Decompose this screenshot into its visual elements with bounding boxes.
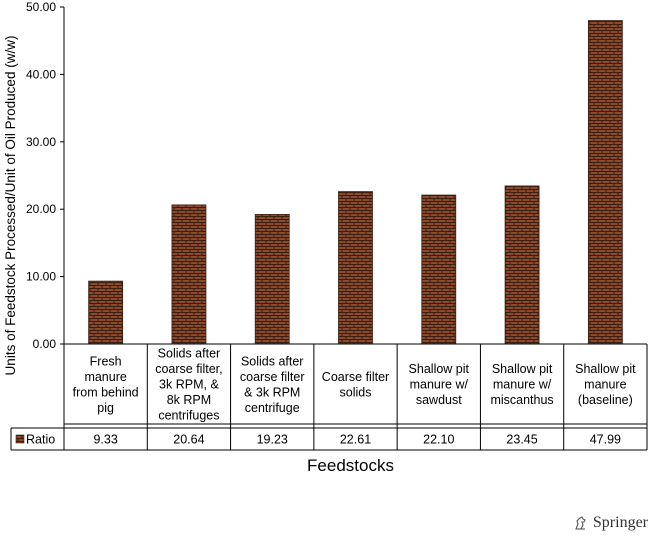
bar bbox=[504, 185, 540, 345]
category-label-line: Solids after bbox=[241, 354, 304, 368]
category-label-line: 8k RPM bbox=[167, 393, 211, 407]
category-label-line: solids bbox=[340, 385, 372, 399]
value-label: 20.64 bbox=[173, 433, 204, 447]
publisher-name: Springer bbox=[592, 514, 648, 531]
y-tick-label: 0.00 bbox=[33, 337, 57, 351]
y-axis: 0.00 10.00 20.00 30.00 40.00 50.00 bbox=[26, 0, 65, 351]
category-label-line: Shallow pit bbox=[409, 362, 470, 376]
value-label: 23.45 bbox=[506, 433, 537, 447]
value-label: 9.33 bbox=[93, 433, 117, 447]
y-tick-label: 20.00 bbox=[26, 202, 56, 216]
x-axis-label: Feedstocks bbox=[307, 456, 394, 475]
category-label: Shallow pit manure w/miscanthus bbox=[490, 362, 553, 407]
category-label-line: coarse filter bbox=[240, 370, 305, 384]
category-label-line: miscanthus bbox=[490, 393, 553, 407]
category-label-line: Solids after bbox=[158, 347, 221, 361]
bar bbox=[88, 280, 124, 345]
category-label: Solids after coarse filter, 3k RPM, & 8k RP… bbox=[155, 347, 222, 423]
y-tick-label: 50.00 bbox=[26, 0, 56, 14]
category-label-line: manure bbox=[84, 370, 126, 384]
legend-swatch bbox=[15, 434, 25, 444]
legend-label: Ratio bbox=[26, 433, 55, 447]
category-label: Shallow pit manure (baseline) bbox=[575, 362, 636, 407]
category-label-line: 3k RPM, & bbox=[159, 378, 219, 392]
category-label-line: coarse filter, bbox=[155, 362, 222, 376]
category-label-line: & 3k RPM bbox=[244, 385, 300, 399]
springer-horse-icon bbox=[575, 516, 586, 530]
value-label: 47.99 bbox=[590, 433, 621, 447]
category-label-line: (baseline) bbox=[578, 393, 633, 407]
y-tick-label: 30.00 bbox=[26, 135, 56, 149]
category-label-line: centrifuge bbox=[245, 401, 300, 415]
category-label-line: Shallow pit bbox=[492, 362, 553, 376]
category-label-line: sawdust bbox=[416, 393, 462, 407]
chart: 0.00 10.00 20.00 30.00 40.00 50.00 Fresh manur… bbox=[3, 0, 648, 475]
category-label-line: from behind bbox=[73, 385, 139, 399]
category-label: Solids after coarse filter & 3k RPM centrif… bbox=[240, 354, 305, 415]
bars bbox=[88, 20, 623, 345]
value-label: 19.23 bbox=[257, 433, 288, 447]
bar bbox=[587, 20, 623, 345]
publisher-logo: Springer bbox=[573, 514, 648, 532]
category-label: Coarse filter solids bbox=[322, 370, 389, 400]
category-label-line: manure w/ bbox=[410, 378, 469, 392]
category-label-line: manure bbox=[584, 378, 626, 392]
category-label-line: Shallow pit bbox=[575, 362, 636, 376]
bar bbox=[421, 194, 457, 345]
category-label: Shallow pit manure w/sawdust bbox=[409, 362, 470, 407]
bar bbox=[171, 204, 207, 345]
category-label-line: centrifuges bbox=[158, 409, 219, 423]
value-label: 22.10 bbox=[423, 433, 454, 447]
bar bbox=[338, 191, 373, 345]
category-label-line: Coarse filter bbox=[322, 370, 389, 384]
bar bbox=[254, 213, 290, 345]
category-label-line: pig bbox=[97, 401, 114, 415]
category-label-line: Fresh bbox=[90, 354, 122, 368]
y-axis-label: Units of Feedstock Processed/Unit of Oil… bbox=[3, 36, 18, 376]
y-tick-label: 40.00 bbox=[26, 67, 56, 81]
category-label: Fresh manure from behind pig bbox=[73, 354, 139, 415]
y-tick-label: 10.00 bbox=[26, 270, 56, 284]
value-label: 22.61 bbox=[340, 433, 371, 447]
category-label-line: manure w/ bbox=[493, 378, 552, 392]
